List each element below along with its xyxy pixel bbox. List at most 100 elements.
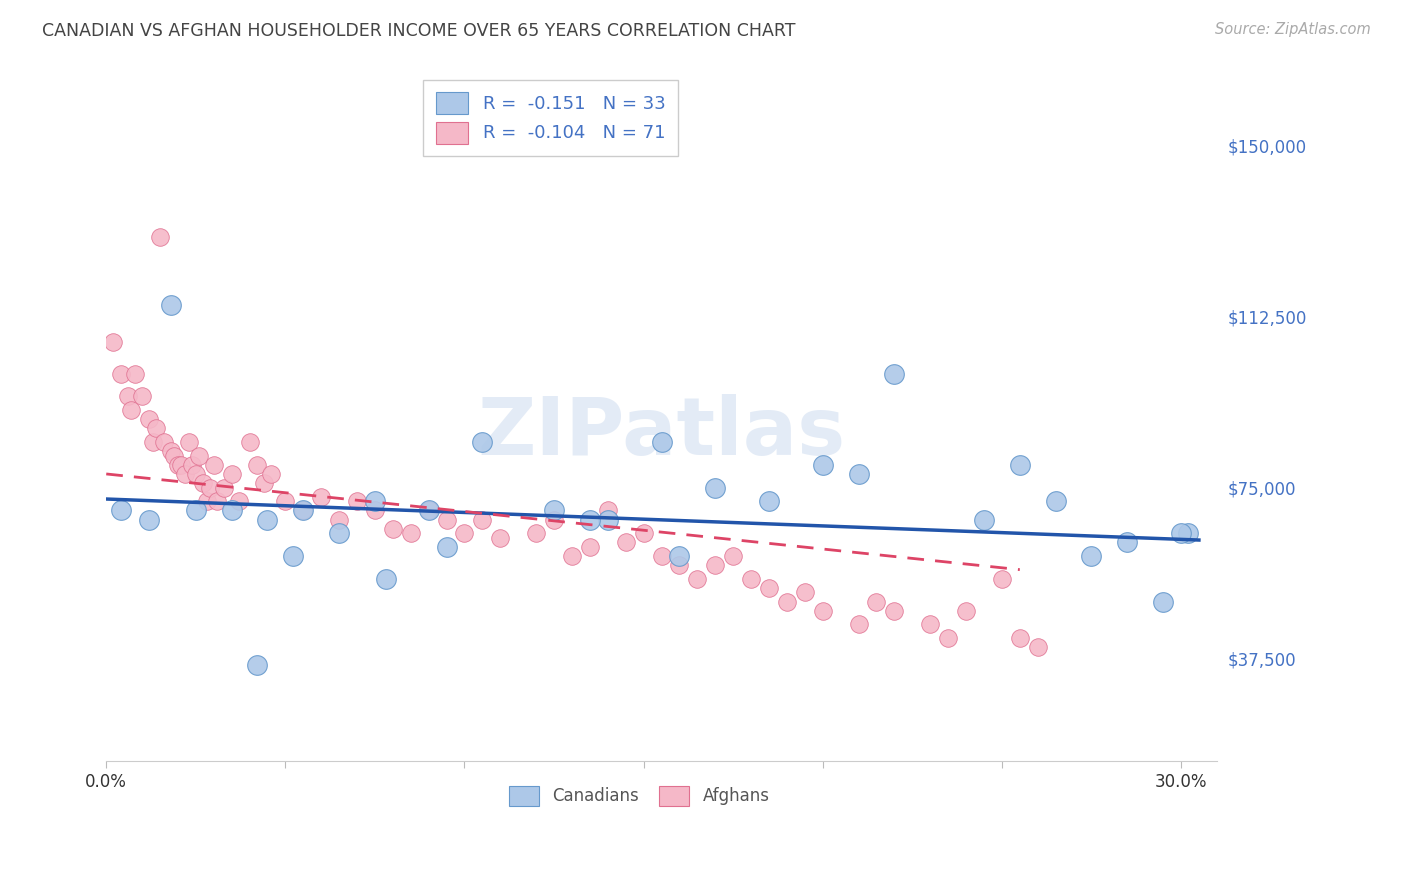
Point: [120, 403, 142, 417]
Point: [524, 526, 547, 541]
Point: [177, 435, 200, 450]
Point: [418, 503, 440, 517]
Point: [596, 503, 619, 517]
Point: [811, 604, 834, 618]
Point: [1170, 526, 1192, 541]
Point: [191, 476, 214, 491]
Point: [865, 594, 887, 608]
Point: [471, 435, 494, 450]
Point: [633, 526, 655, 541]
Point: [181, 458, 204, 472]
Point: [1008, 631, 1031, 645]
Point: [103, 334, 125, 349]
Point: [973, 512, 995, 526]
Point: [1152, 594, 1174, 608]
Point: [163, 449, 186, 463]
Point: [228, 494, 250, 508]
Legend: Canadians, Afghans: Canadians, Afghans: [501, 777, 778, 814]
Point: [1026, 640, 1049, 654]
Point: [848, 617, 870, 632]
Point: [721, 549, 744, 563]
Point: [110, 503, 132, 517]
Point: [489, 531, 512, 545]
Point: [436, 512, 458, 526]
Point: [920, 617, 942, 632]
Point: [149, 230, 172, 244]
Point: [374, 572, 396, 586]
Point: [883, 604, 905, 618]
Point: [543, 503, 565, 517]
Point: [152, 435, 174, 450]
Point: [364, 494, 387, 508]
Point: [955, 604, 977, 618]
Point: [1116, 535, 1139, 549]
Point: [704, 481, 727, 495]
Point: [138, 412, 160, 426]
Point: [184, 467, 207, 481]
Point: [174, 467, 197, 481]
Point: [883, 367, 905, 381]
Point: [596, 512, 619, 526]
Point: [246, 458, 269, 472]
Point: [328, 512, 350, 526]
Point: [281, 549, 304, 563]
Point: [188, 449, 211, 463]
Point: [418, 503, 440, 517]
Point: [346, 494, 368, 508]
Point: [246, 658, 269, 673]
Point: [274, 494, 297, 508]
Point: [436, 540, 458, 554]
Point: [364, 503, 387, 517]
Point: [1080, 549, 1102, 563]
Point: [1008, 458, 1031, 472]
Text: Source: ZipAtlas.com: Source: ZipAtlas.com: [1215, 22, 1371, 37]
Point: [138, 512, 160, 526]
Point: [159, 298, 181, 312]
Point: [170, 458, 193, 472]
Point: [253, 476, 276, 491]
Point: [214, 481, 236, 495]
Text: ZIPatlas: ZIPatlas: [478, 394, 845, 472]
Point: [614, 535, 637, 549]
Point: [207, 494, 229, 508]
Point: [776, 594, 799, 608]
Point: [793, 585, 815, 599]
Point: [184, 503, 207, 517]
Point: [167, 458, 190, 472]
Point: [651, 549, 673, 563]
Point: [758, 581, 780, 595]
Point: [651, 435, 673, 450]
Point: [238, 435, 260, 450]
Point: [309, 490, 332, 504]
Point: [145, 421, 167, 435]
Point: [668, 549, 690, 563]
Point: [579, 540, 602, 554]
Point: [686, 572, 709, 586]
Point: [704, 558, 727, 573]
Point: [471, 512, 494, 526]
Point: [811, 458, 834, 472]
Point: [142, 435, 165, 450]
Text: CANADIAN VS AFGHAN HOUSEHOLDER INCOME OVER 65 YEARS CORRELATION CHART: CANADIAN VS AFGHAN HOUSEHOLDER INCOME OV…: [42, 22, 796, 40]
Point: [543, 512, 565, 526]
Point: [1177, 526, 1199, 541]
Point: [159, 444, 181, 458]
Point: [292, 503, 315, 517]
Point: [221, 503, 243, 517]
Point: [195, 494, 218, 508]
Point: [453, 526, 475, 541]
Point: [399, 526, 422, 541]
Point: [292, 503, 315, 517]
Point: [131, 389, 153, 403]
Point: [328, 526, 350, 541]
Point: [561, 549, 583, 563]
Point: [198, 481, 221, 495]
Point: [202, 458, 225, 472]
Point: [848, 467, 870, 481]
Point: [579, 512, 602, 526]
Point: [117, 389, 139, 403]
Point: [936, 631, 959, 645]
Point: [256, 512, 278, 526]
Point: [381, 522, 404, 536]
Point: [110, 367, 132, 381]
